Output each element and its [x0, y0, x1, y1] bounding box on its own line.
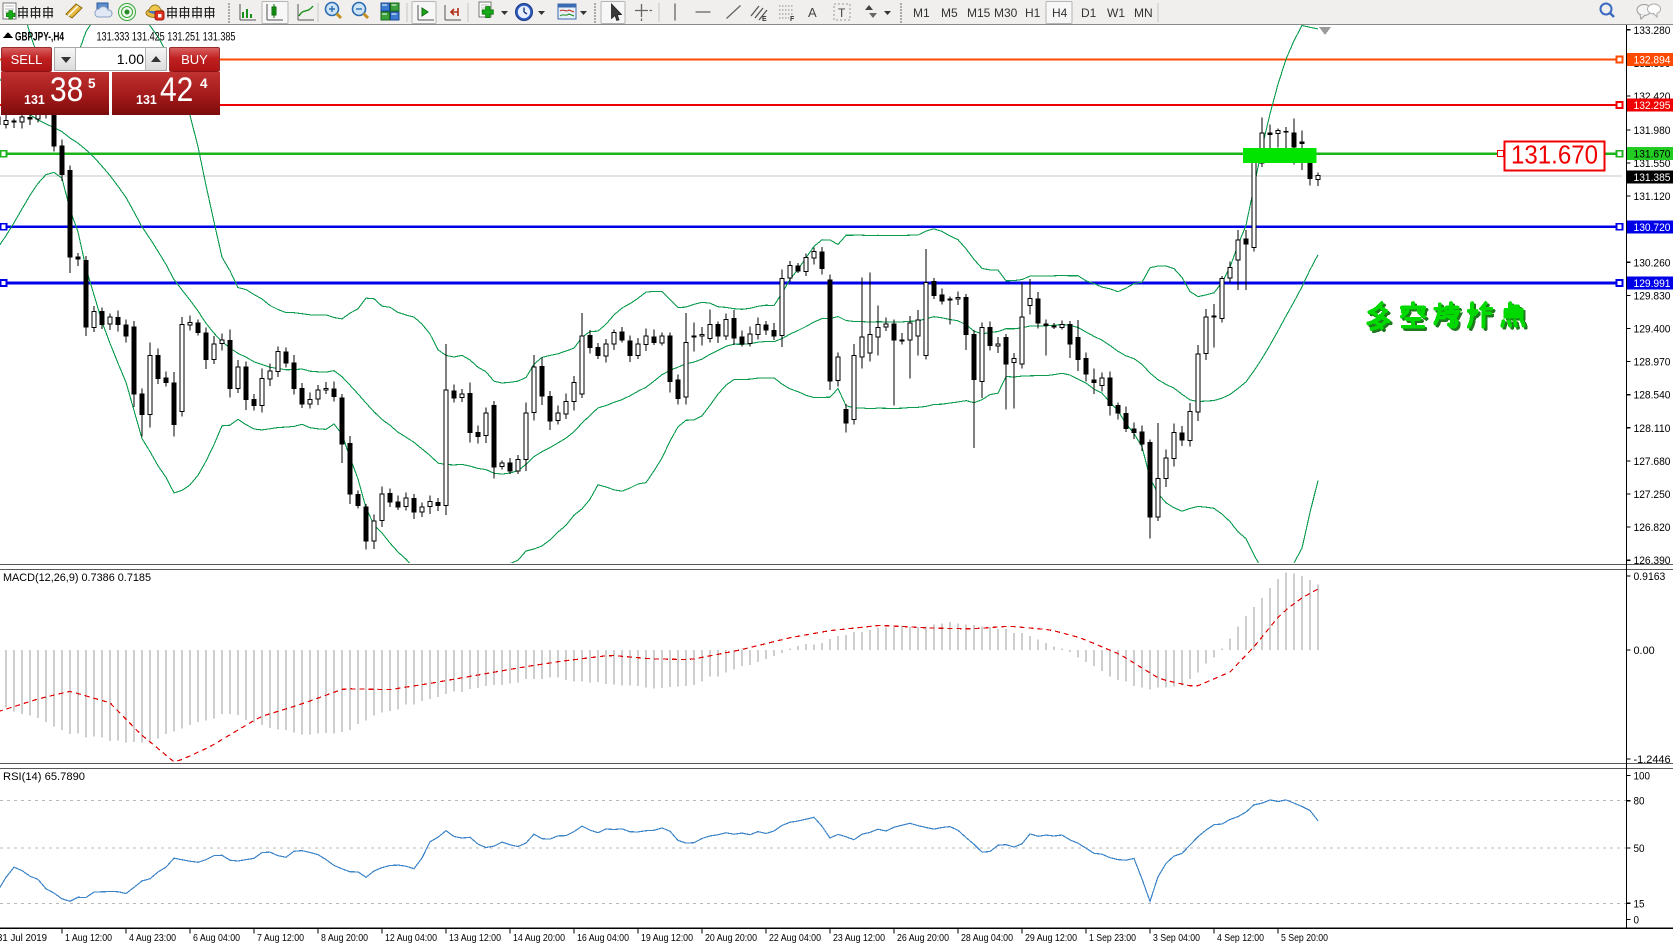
- svg-text:5 Sep 20:00: 5 Sep 20:00: [1281, 933, 1328, 944]
- svg-text:0.00: 0.00: [1634, 645, 1655, 657]
- svg-text:1 Sep 23:00: 1 Sep 23:00: [1089, 933, 1136, 944]
- svg-text:80: 80: [1634, 796, 1645, 808]
- svg-text:4 Sep 12:00: 4 Sep 12:00: [1217, 933, 1264, 944]
- svg-text:-1.2446: -1.2446: [1634, 754, 1671, 766]
- svg-text:23 Aug 12:00: 23 Aug 12:00: [833, 933, 885, 944]
- svg-text:MN: MN: [1134, 6, 1153, 20]
- svg-text:22 Aug 04:00: 22 Aug 04:00: [769, 933, 821, 944]
- svg-text:130.260: 130.260: [1634, 257, 1671, 269]
- svg-text:131.550: 131.550: [1634, 158, 1671, 170]
- svg-text:M5: M5: [941, 6, 958, 20]
- svg-text:19 Aug 12:00: 19 Aug 12:00: [641, 933, 693, 944]
- svg-text:131.333 131.425 131.251 131.38: 131.333 131.425 131.251 131.385: [97, 32, 236, 44]
- svg-text:128.540: 128.540: [1634, 390, 1671, 402]
- svg-text:28 Aug 04:00: 28 Aug 04:00: [961, 933, 1013, 944]
- svg-text:A: A: [808, 5, 817, 20]
- svg-text:129.400: 129.400: [1634, 324, 1671, 336]
- svg-text:M15: M15: [967, 6, 991, 20]
- svg-text:132.295: 132.295: [1634, 100, 1671, 112]
- svg-text:0.9163: 0.9163: [1634, 571, 1666, 583]
- svg-text:31 Jul 2019: 31 Jul 2019: [0, 933, 47, 944]
- svg-text:50: 50: [1634, 843, 1645, 855]
- svg-text:20 Aug 20:00: 20 Aug 20:00: [705, 933, 757, 944]
- svg-text:132.894: 132.894: [1634, 55, 1671, 67]
- svg-text:MACD(12,26,9) 0.7386 0.7185: MACD(12,26,9) 0.7386 0.7185: [3, 572, 151, 584]
- svg-text:16 Aug 04:00: 16 Aug 04:00: [577, 933, 629, 944]
- svg-text:H1: H1: [1025, 6, 1041, 20]
- svg-text:133.280: 133.280: [1634, 25, 1671, 37]
- svg-text:T: T: [838, 6, 846, 20]
- svg-text:131.670: 131.670: [1511, 140, 1598, 170]
- svg-text:7 Aug 12:00: 7 Aug 12:00: [257, 933, 304, 944]
- svg-text:26 Aug 20:00: 26 Aug 20:00: [897, 933, 949, 944]
- svg-text:H4: H4: [1052, 6, 1068, 20]
- svg-text:M30: M30: [994, 6, 1018, 20]
- svg-text:129.991: 129.991: [1634, 278, 1671, 290]
- svg-text:100: 100: [1634, 771, 1651, 783]
- svg-text:W1: W1: [1107, 6, 1125, 20]
- svg-text:14 Aug 20:00: 14 Aug 20:00: [513, 933, 565, 944]
- svg-text:3 Sep 04:00: 3 Sep 04:00: [1153, 933, 1200, 944]
- svg-text:130.720: 130.720: [1634, 222, 1671, 234]
- svg-text:F: F: [790, 16, 795, 23]
- svg-text:29 Aug 12:00: 29 Aug 12:00: [1025, 933, 1077, 944]
- svg-text:131.120: 131.120: [1634, 191, 1671, 203]
- svg-text:D1: D1: [1081, 6, 1097, 20]
- svg-text:131.385: 131.385: [1634, 172, 1671, 184]
- svg-text:12 Aug 04:00: 12 Aug 04:00: [385, 933, 437, 944]
- svg-text:127.250: 127.250: [1634, 489, 1671, 501]
- svg-text:8 Aug 20:00: 8 Aug 20:00: [321, 933, 368, 944]
- svg-text:4 Aug 23:00: 4 Aug 23:00: [129, 933, 176, 944]
- svg-text:13 Aug 12:00: 13 Aug 12:00: [449, 933, 501, 944]
- svg-text:127.680: 127.680: [1634, 456, 1671, 468]
- svg-text:RSI(14) 65.7890: RSI(14) 65.7890: [3, 771, 85, 783]
- svg-text:1 Aug 12:00: 1 Aug 12:00: [65, 933, 112, 944]
- svg-text:131.670: 131.670: [1634, 149, 1671, 161]
- svg-text:M1: M1: [913, 6, 930, 20]
- svg-text:129.830: 129.830: [1634, 290, 1671, 302]
- svg-text:GBPJPY-,H4: GBPJPY-,H4: [15, 32, 64, 44]
- svg-text:126.390: 126.390: [1634, 555, 1671, 567]
- svg-text:0: 0: [1634, 915, 1640, 927]
- svg-text:131.980: 131.980: [1634, 125, 1671, 137]
- svg-text:15: 15: [1634, 898, 1645, 910]
- svg-text:128.110: 128.110: [1634, 423, 1671, 435]
- svg-text:126.820: 126.820: [1634, 522, 1671, 534]
- svg-text:6 Aug 04:00: 6 Aug 04:00: [193, 933, 240, 944]
- svg-text:128.970: 128.970: [1634, 357, 1671, 369]
- svg-text:E: E: [762, 16, 767, 23]
